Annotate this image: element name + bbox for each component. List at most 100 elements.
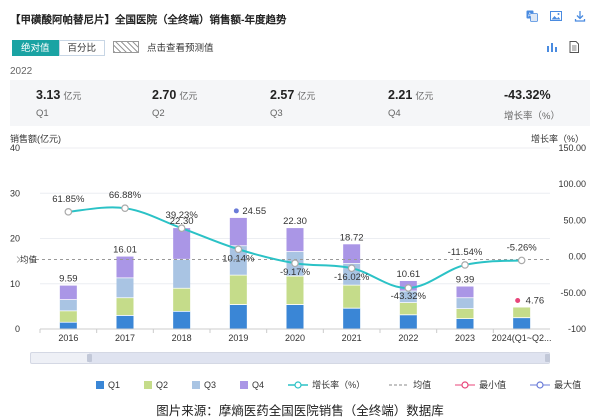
y-tick-label: 20	[10, 234, 20, 244]
legend-item-q3[interactable]: Q3	[192, 380, 216, 390]
stat-q4: 2.21 亿元 Q4	[388, 86, 433, 119]
view-tabs: 绝对值 百分比	[12, 40, 106, 56]
bar-segment-q1	[116, 315, 134, 329]
growth-label: -16.02%	[334, 272, 370, 283]
legend-label: 最大值	[554, 380, 582, 390]
image-caption: 图片来源：摩熵医药全国医院销售（全终端）数据库	[156, 403, 444, 418]
stats-panel: 3.13 亿元 Q1 2.70 亿元 Q2 2.57 亿元 Q3 2.21 亿元 Q4 …	[10, 80, 590, 126]
y2-tick-label: -50.00	[560, 288, 586, 298]
y2-tick-label: 100.00	[558, 179, 586, 189]
download-icon[interactable]	[574, 10, 586, 22]
growth-point	[234, 245, 243, 254]
stat-label: Q2	[152, 108, 165, 119]
y-tick-label: 10	[10, 279, 20, 289]
growth-label: 66.88%	[109, 190, 142, 201]
range-handle-left[interactable]	[87, 354, 92, 362]
y2-tick-label: 0.00	[568, 252, 586, 262]
legend: Q1 Q2 Q3 Q4 增长率（%） 均值 最小值 最大值	[96, 378, 581, 391]
legend-label: 最小值	[479, 380, 507, 390]
growth-label: 10.14%	[222, 253, 255, 264]
stat-q1: 3.13 亿元 Q1	[36, 86, 81, 119]
total-label: 18.72	[340, 232, 364, 243]
bar-segment-q3	[229, 245, 247, 276]
bar-segment-q1	[399, 314, 417, 329]
forecast-label: 点击查看预测值	[147, 43, 214, 54]
range-handle-right[interactable]	[545, 354, 550, 362]
min-marker-icon	[455, 380, 476, 389]
bar-segment-q1	[286, 304, 304, 329]
legend-item-growth[interactable]: 增长率（%）	[288, 378, 365, 391]
stat-label: Q1	[36, 108, 49, 119]
growth-point	[291, 259, 299, 268]
range-track[interactable]	[89, 353, 549, 363]
growth-point	[404, 284, 413, 292]
total-label: 9.39	[456, 275, 475, 286]
stat-q3: 2.57 亿元 Q3	[270, 86, 315, 119]
legend-label: 均值	[413, 380, 432, 390]
y2-tick-label: -100	[568, 324, 586, 334]
growth-label: 39.23%	[166, 210, 199, 221]
svg-text:A: A	[528, 13, 532, 19]
bar-segment-q1	[59, 322, 77, 329]
bar-segment-q1	[229, 304, 247, 329]
bar-segment-q3	[59, 299, 77, 311]
growth-label: -9.17%	[280, 267, 311, 278]
hatch-icon	[113, 41, 139, 53]
stat-value: 3.13	[36, 88, 61, 102]
dashed-line-icon	[389, 384, 410, 385]
legend-item-q2[interactable]: Q2	[144, 380, 168, 390]
legend-swatch	[192, 380, 201, 389]
x-tick-label: 2019	[228, 333, 248, 343]
x-tick-label: 2024(Q1~Q2...	[492, 333, 552, 343]
bar-segment-q3	[399, 290, 417, 303]
legend-label: 增长率（%）	[312, 380, 366, 390]
legend-item-max[interactable]: 最大值	[530, 378, 581, 391]
y-tick-label: 0	[15, 324, 20, 334]
translate-icon[interactable]: A	[526, 10, 538, 22]
total-label: 22.30	[283, 216, 307, 227]
stat-value: 2.57	[270, 88, 295, 102]
legend-item-q4[interactable]: Q4	[240, 380, 264, 390]
tab-absolute[interactable]: 绝对值	[12, 40, 59, 56]
legend-item-min[interactable]: 最小值	[455, 378, 506, 391]
bar-segment-q2	[173, 288, 191, 312]
stat-label: Q3	[270, 108, 283, 119]
legend-item-mean[interactable]: 均值	[389, 378, 431, 391]
stat-label: 增长率（%）	[504, 111, 560, 122]
document-icon[interactable]	[568, 41, 580, 53]
stat-value: 2.70	[152, 88, 177, 102]
bar-segment-q4	[456, 286, 474, 298]
growth-point	[177, 224, 186, 232]
growth-label: -43.32%	[391, 291, 427, 302]
bar-segment-q2	[343, 285, 361, 309]
growth-point	[121, 204, 129, 212]
growth-label: -11.54%	[448, 247, 483, 258]
header: 【甲磺酸阿帕替尼片】全国医院（全终端）销售额-年度趋势 A	[0, 0, 600, 34]
x-tick-label: 2022	[398, 333, 418, 343]
max-marker	[233, 208, 239, 214]
growth-label: 61.85%	[52, 194, 85, 205]
growth-point	[461, 261, 469, 269]
image-icon[interactable]	[550, 10, 562, 22]
y-tick-label: 30	[10, 188, 20, 198]
range-scrollbar[interactable]	[30, 352, 550, 364]
y2-tick-label: 150.00	[558, 143, 586, 153]
x-tick-label: 2021	[342, 333, 362, 343]
bar-segment-q2	[286, 276, 304, 305]
bar-segment-q3	[116, 277, 134, 298]
bar-segment-q4	[116, 256, 134, 278]
bar-chart-icon[interactable]	[546, 41, 558, 53]
total-label: 16.01	[113, 245, 137, 256]
y2-tick-label: 50.00	[563, 215, 586, 225]
legend-item-q1[interactable]: Q1	[96, 380, 120, 390]
tab-percentage[interactable]: 百分比	[58, 40, 106, 56]
bar-segment-q2	[229, 275, 247, 305]
sales-chart: 0 10 20 30 40 -100 -50.00 0.00 50.00 100.00 150.00…	[10, 143, 586, 343]
bar-segment-q4	[229, 217, 247, 246]
total-label: 22.30	[170, 216, 194, 227]
legend-label: Q2	[156, 379, 169, 390]
forecast-toggle[interactable]: 点击查看预测值	[113, 40, 214, 54]
bar-segment-q3	[173, 259, 191, 289]
min-marker	[515, 297, 521, 303]
legend-swatch	[240, 380, 249, 389]
